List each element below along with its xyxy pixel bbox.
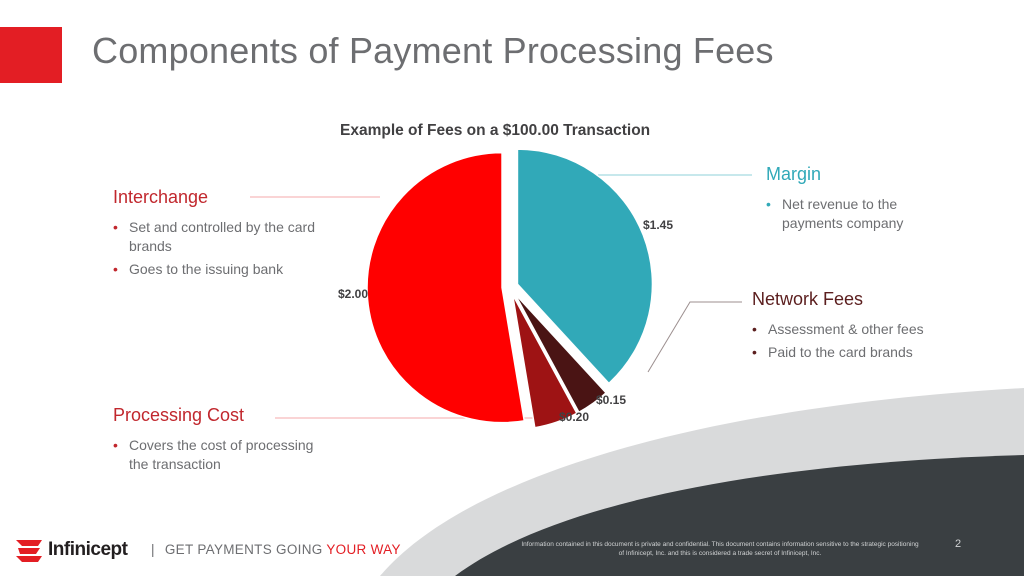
data-label-processing: $0.20: [559, 410, 589, 424]
leader-line-network: [647, 301, 742, 373]
title-accent-block: [0, 27, 62, 83]
callout-network-fees: Network Fees Assessment & other fees Pai…: [752, 289, 982, 366]
callout-title-processing-cost: Processing Cost: [113, 405, 245, 425]
callout-interchange: Interchange Set and controlled by the ca…: [113, 187, 328, 283]
swoosh-dark: [455, 455, 1024, 576]
chart-title: Example of Fees on a $100.00 Transaction: [340, 122, 651, 139]
tagline-accent: YOUR WAY: [326, 542, 401, 557]
pie-slice-margin: [516, 148, 654, 385]
page-title: Components of Payment Processing Fees: [92, 30, 774, 71]
bullet-item: Net revenue to the payments company: [766, 195, 956, 233]
company-logo[interactable]: Infinicept: [14, 534, 142, 566]
pie-slices: [366, 148, 654, 429]
callout-title-network-fees: Network Fees: [752, 289, 864, 309]
callout-processing-cost: Processing Cost Covers the cost of proce…: [113, 405, 333, 478]
data-label-network: $0.15: [596, 393, 626, 407]
confidentiality-disclaimer: Information contained in this document i…: [521, 541, 919, 557]
bullet-item: Set and controlled by the card brands: [113, 218, 328, 256]
callout-list-margin: Net revenue to the payments company: [766, 195, 956, 233]
pie-slice-interchange: [366, 151, 526, 424]
logo-wordmark: Infinicept: [48, 539, 128, 560]
tagline-main: GET PAYMENTS GOING: [164, 542, 323, 557]
bullet-item: Assessment & other fees: [752, 320, 982, 339]
data-label-interchange: $2.00: [338, 287, 368, 301]
bullet-item: Paid to the card brands: [752, 343, 982, 362]
infinicept-logo-icon: [16, 540, 42, 562]
callout-list-processing-cost: Covers the cost of processing the transa…: [113, 436, 333, 474]
callout-list-interchange: Set and controlled by the card brands Go…: [113, 218, 328, 279]
data-label-margin: $1.45: [643, 218, 673, 232]
callout-title-interchange: Interchange: [113, 187, 209, 207]
page-number: 2: [955, 538, 962, 550]
bullet-item: Covers the cost of processing the transa…: [113, 436, 333, 474]
data-labels: $1.45 $0.15 $0.20 $2.00: [338, 218, 673, 424]
footer-tagline: | GET PAYMENTS GOING YOUR WAY: [151, 542, 401, 557]
pie-slice-network-fees: [513, 293, 608, 414]
tagline-separator: |: [151, 542, 155, 557]
callout-margin: Margin Net revenue to the payments compa…: [766, 164, 956, 237]
callout-list-network-fees: Assessment & other fees Paid to the card…: [752, 320, 982, 362]
bullet-item: Goes to the issuing bank: [113, 260, 328, 279]
pie-slice-processing-cost: [511, 294, 578, 429]
callout-title-margin: Margin: [766, 164, 822, 184]
